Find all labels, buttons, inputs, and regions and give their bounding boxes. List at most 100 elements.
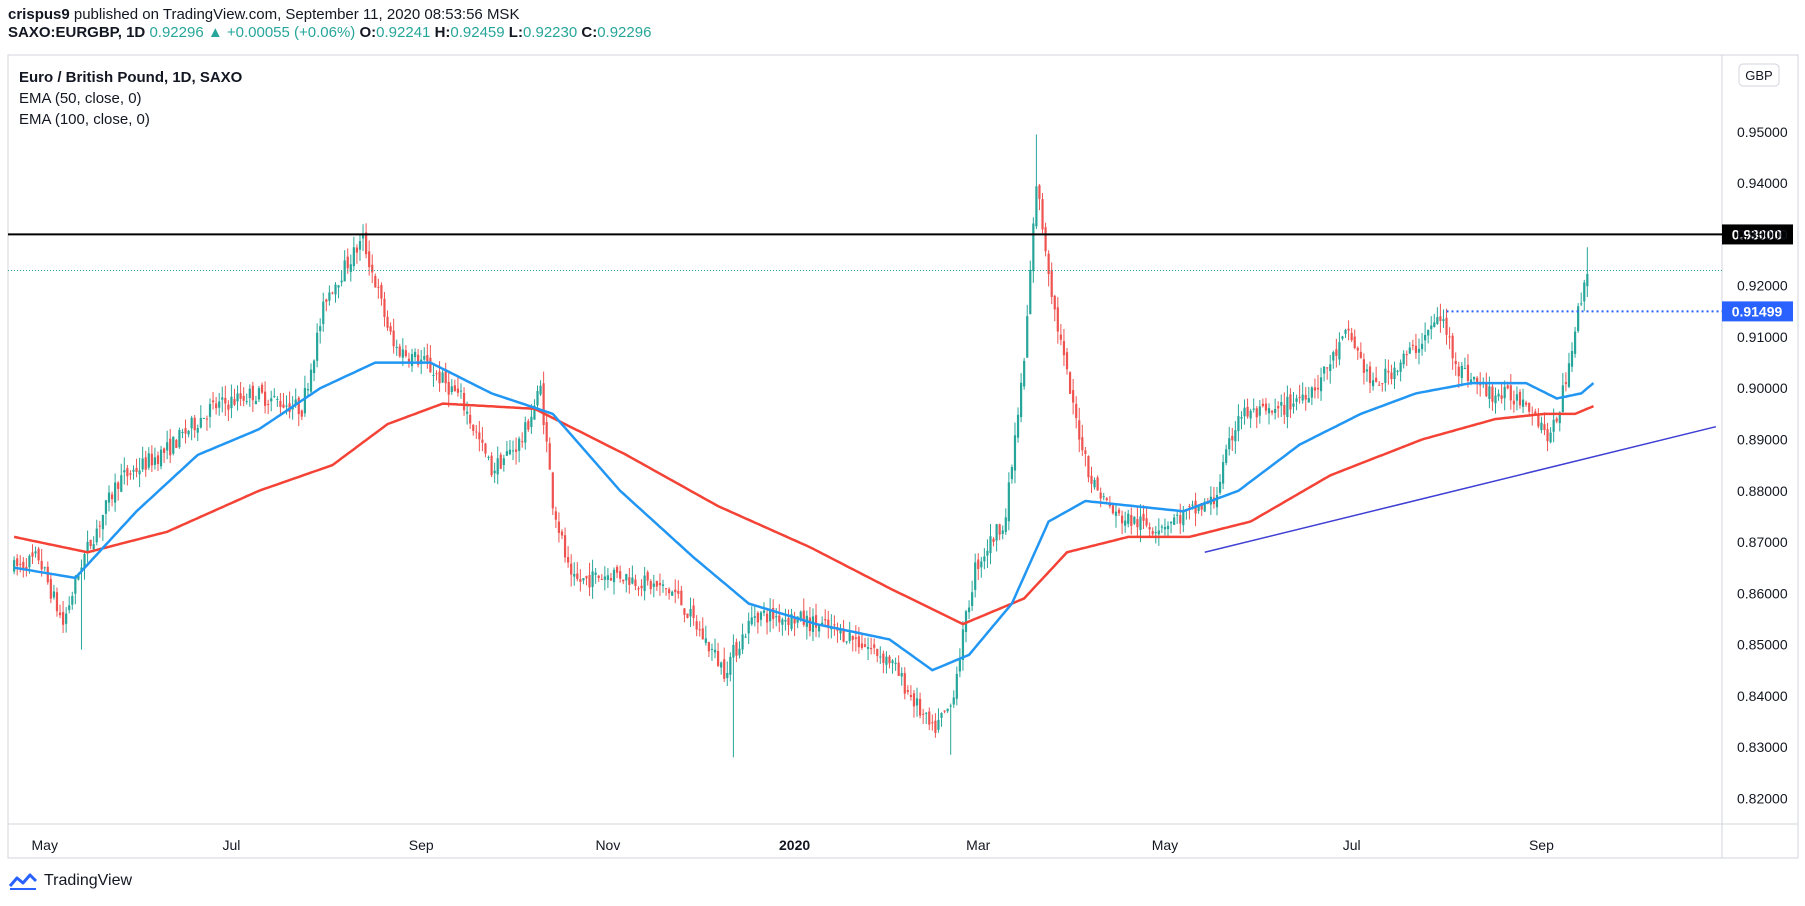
- time-axis[interactable]: May Jul Sep Nov 2020 Mar May Jul Sep: [32, 837, 1555, 853]
- candle: [1099, 487, 1102, 508]
- candle: [1384, 359, 1387, 392]
- price-tick-label: 0.92000: [1737, 278, 1788, 294]
- symbol-header: crispus9 published on TradingView.com, S…: [8, 6, 651, 42]
- candle: [622, 579, 625, 585]
- low-value: 0.92230: [522, 24, 578, 41]
- candle: [1424, 322, 1427, 352]
- candle: [1304, 387, 1307, 411]
- candle: [1561, 372, 1564, 413]
- candle: [671, 590, 674, 596]
- candle: [407, 352, 411, 368]
- candle: [998, 523, 1001, 541]
- candle: [980, 556, 983, 578]
- candle: [447, 372, 450, 408]
- candle: [545, 413, 548, 453]
- candle: [496, 446, 499, 485]
- candle: [974, 553, 977, 598]
- candle: [1136, 507, 1139, 537]
- candle: [900, 667, 903, 686]
- author-name[interactable]: crispus9: [8, 6, 70, 23]
- candle: [802, 598, 805, 627]
- candle: [983, 548, 986, 570]
- candle: [1485, 372, 1488, 398]
- legend: Euro / British Pound, 1D, SAXO EMA (50, …: [19, 69, 243, 128]
- candle: [1274, 398, 1277, 420]
- candle: [1166, 521, 1170, 537]
- price-axis[interactable]: 0.82000 0.83000 0.84000 0.85000 0.86000 0.870…: [1737, 124, 1788, 806]
- candle: [1433, 313, 1436, 328]
- candle: [153, 447, 157, 470]
- candle: [710, 643, 714, 661]
- open-value: 0.92241: [376, 24, 431, 41]
- candle: [833, 615, 836, 636]
- candle: [1515, 386, 1519, 411]
- candle: [1488, 376, 1491, 409]
- candle: [123, 457, 126, 485]
- candle: [827, 610, 830, 639]
- candle: [1090, 466, 1093, 493]
- price-tick-label: 0.84000: [1737, 688, 1788, 704]
- candle: [1053, 294, 1056, 322]
- candle: [634, 574, 637, 591]
- support-trendline[interactable]: [1204, 425, 1717, 554]
- candle: [260, 382, 264, 395]
- candle: [1381, 383, 1384, 392]
- candle: [254, 395, 258, 405]
- candle: [401, 338, 404, 366]
- candle: [334, 282, 337, 303]
- candle: [1016, 407, 1020, 443]
- candle: [264, 381, 267, 414]
- price-tick-label: 0.94000: [1737, 175, 1788, 191]
- candle: [426, 343, 429, 369]
- candle: [205, 415, 209, 431]
- currency-badge[interactable]: GBP: [1738, 63, 1780, 87]
- candle: [1056, 297, 1059, 344]
- candle: [713, 638, 717, 659]
- candle: [946, 708, 949, 713]
- candle: [392, 318, 395, 354]
- price-tick-label: 0.82000: [1737, 790, 1788, 806]
- candle: [383, 291, 386, 327]
- candle: [1396, 369, 1399, 376]
- candle: [1007, 472, 1010, 531]
- candle: [756, 611, 759, 634]
- candle: [1145, 507, 1148, 528]
- candle: [588, 562, 591, 596]
- candle: [698, 621, 701, 637]
- ema100-line[interactable]: [13, 402, 1594, 626]
- candle: [1509, 374, 1512, 410]
- candle: [579, 569, 582, 592]
- candle: [1573, 326, 1577, 358]
- candle: [1375, 366, 1378, 383]
- candle: [1096, 475, 1099, 491]
- candle: [1316, 375, 1320, 399]
- candle: [429, 345, 432, 373]
- candle: [184, 419, 187, 444]
- candle: [71, 591, 74, 610]
- time-tick-label: Mar: [966, 837, 990, 853]
- candle: [410, 348, 414, 372]
- candle: [404, 345, 407, 358]
- high-label: H:: [434, 24, 451, 41]
- candle: [1399, 359, 1402, 382]
- candle: [1442, 309, 1445, 328]
- candle: [1087, 455, 1090, 483]
- candle: [267, 399, 270, 415]
- candle: [1326, 367, 1329, 380]
- candle: [652, 574, 655, 598]
- candle: [340, 270, 343, 287]
- candle: [934, 713, 937, 738]
- candle: [514, 437, 518, 465]
- candle: [1356, 346, 1359, 360]
- candle: [1142, 505, 1145, 529]
- footer-brand[interactable]: TradingView: [8, 872, 132, 890]
- candle: [1427, 329, 1430, 344]
- ema50-line[interactable]: [13, 361, 1595, 672]
- candle: [1105, 497, 1108, 502]
- candle: [1353, 329, 1356, 350]
- candle: [355, 244, 359, 264]
- candle: [230, 384, 233, 419]
- candle: [1127, 509, 1130, 528]
- candle: [505, 441, 508, 456]
